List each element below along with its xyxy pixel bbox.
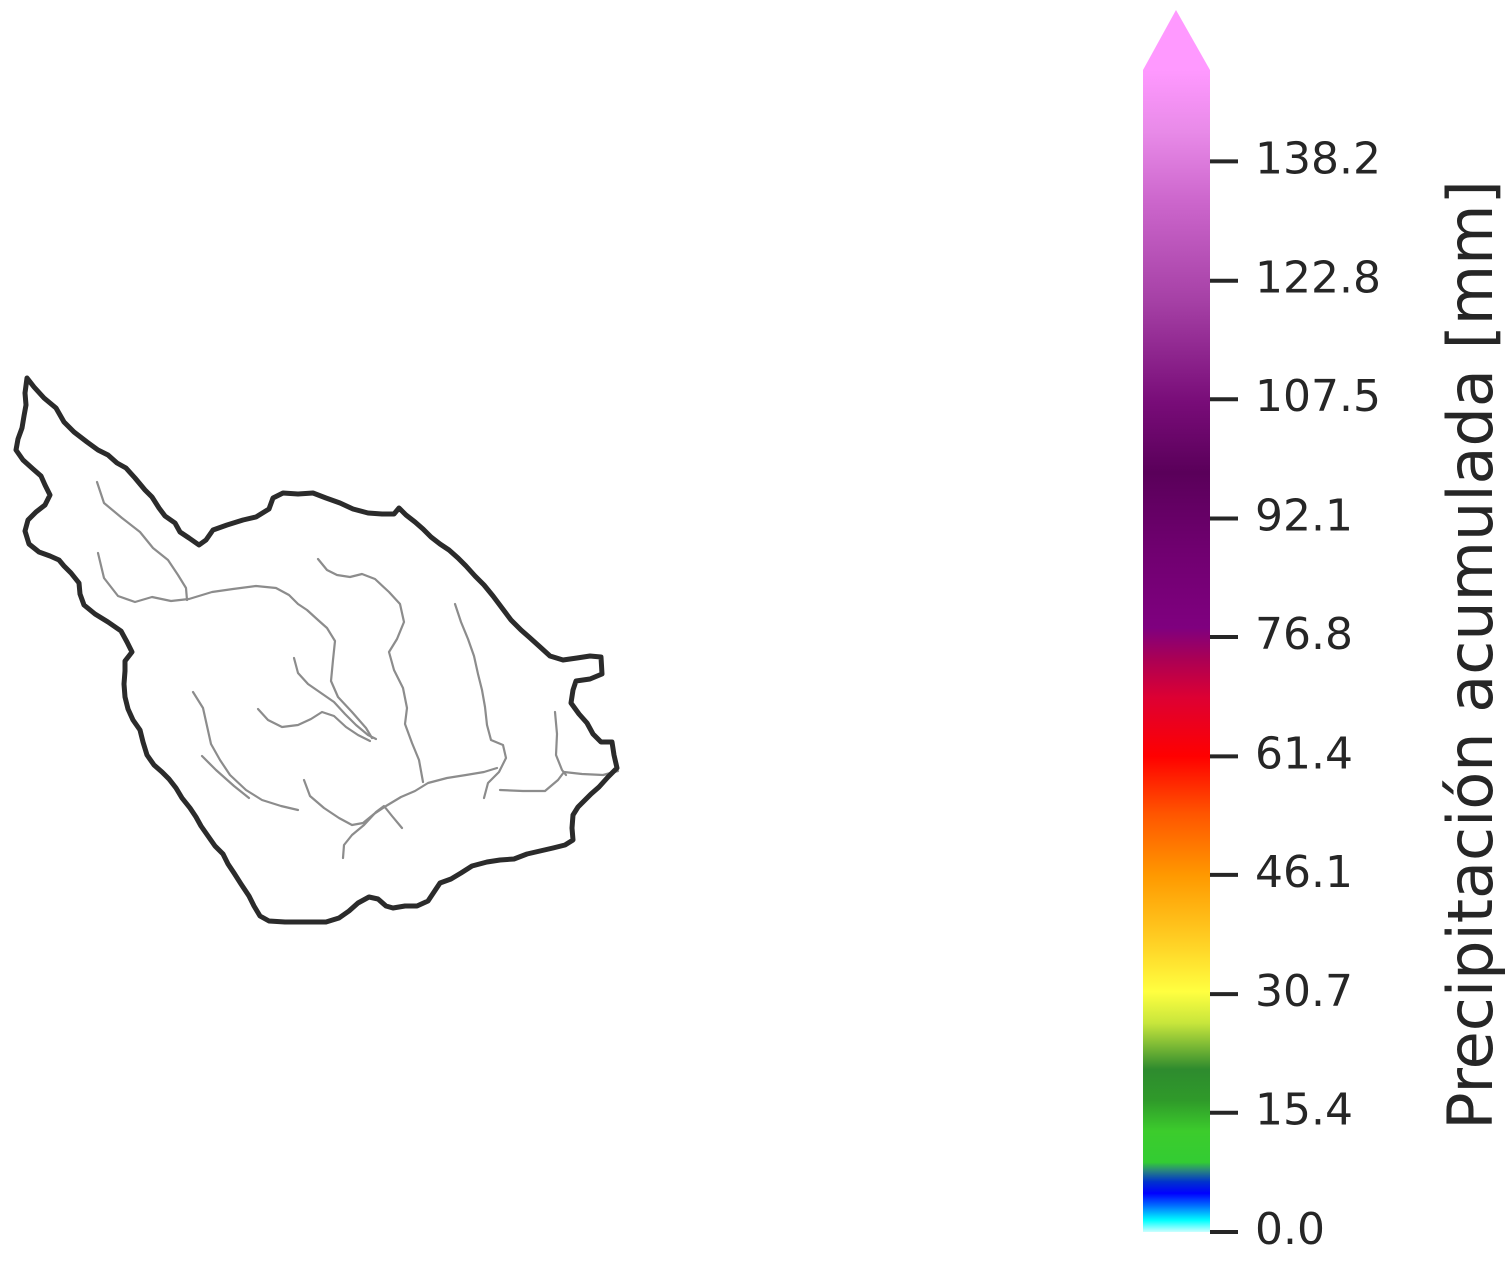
river-segment xyxy=(341,804,404,860)
river-segment xyxy=(553,710,568,777)
colorbar-extend-triangle xyxy=(1143,10,1210,70)
colorbar-tick-label: 76.8 xyxy=(1255,609,1353,660)
colorbar-panel: 0.0 15.4 30.7 46.1 61.4 76.8 92.1 107.5 122.8 138… xyxy=(1100,0,1510,1258)
river-segment xyxy=(292,656,378,741)
colorbar-ticks: 0.0 15.4 30.7 46.1 61.4 76.8 92.1 107.5 122.8 138… xyxy=(1210,133,1381,1255)
colorbar-tick-label: 122.8 xyxy=(1255,253,1381,304)
colorbar-tick-label: 0.0 xyxy=(1255,1204,1325,1255)
colorbar: 0.0 15.4 30.7 46.1 61.4 76.8 92.1 107.5 122.8 138… xyxy=(1143,10,1507,1255)
colorbar-tick-label: 61.4 xyxy=(1255,728,1353,779)
colorbar-tick-label: 46.1 xyxy=(1255,847,1353,898)
river-segment xyxy=(316,557,425,784)
colorbar-label: Precipitación acumulada [mm] xyxy=(1434,180,1507,1130)
river-segment xyxy=(256,707,372,743)
colorbar-tick-label: 92.1 xyxy=(1255,491,1353,542)
basin-map xyxy=(13,375,620,925)
basin-outline xyxy=(13,375,620,925)
colorbar-tick-label: 15.4 xyxy=(1255,1085,1353,1136)
colorbar-gradient-bar xyxy=(1143,70,1210,1232)
river-segment xyxy=(96,551,374,740)
river-segment xyxy=(200,754,251,800)
colorbar-tick-label: 138.2 xyxy=(1255,133,1381,184)
river-segment xyxy=(302,766,499,827)
river-segment xyxy=(453,602,508,800)
map-panel xyxy=(13,375,620,925)
colorbar-tick-label: 30.7 xyxy=(1255,966,1353,1017)
river-segment xyxy=(95,480,189,602)
river-network xyxy=(95,480,620,860)
river-segment xyxy=(191,690,300,812)
colorbar-tick-label: 107.5 xyxy=(1255,371,1381,422)
river-segment xyxy=(498,769,620,793)
